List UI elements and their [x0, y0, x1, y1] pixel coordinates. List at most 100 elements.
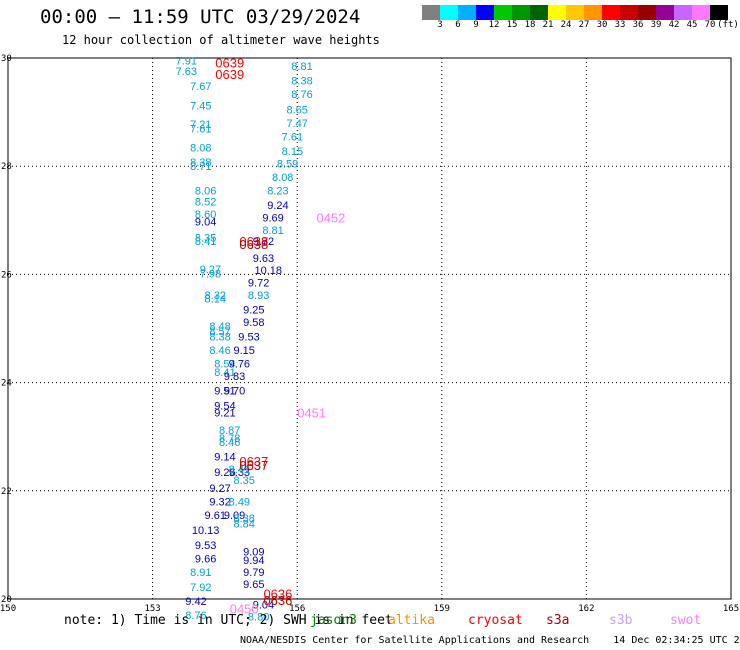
wave-height-point: 7.47 [286, 118, 307, 130]
wave-height-point: 9.69 [262, 213, 283, 225]
wave-height-point: 9.72 [253, 236, 274, 248]
legend-tick-label: 45 [686, 20, 698, 30]
wave-height-point: 8.23 [267, 186, 288, 198]
wave-height-point: 8.08 [272, 172, 293, 184]
wave-height-point: 9.42 [185, 596, 206, 608]
wave-height-point: 9.53 [238, 332, 259, 344]
wave-height-point: 8.15 [282, 146, 303, 158]
wave-height-point: 10.13 [192, 525, 220, 537]
track-time-label: 0636 [263, 587, 292, 602]
wave-height-point: 9.09 [243, 546, 264, 558]
legend-swatch [530, 5, 548, 20]
wave-height-point: 9.27 [200, 264, 221, 276]
wave-height-point: 8.87 [219, 425, 240, 437]
legend-swatch [422, 5, 440, 20]
wave-height-point: 8.81 [291, 61, 312, 73]
satellite-label-s3a: s3a [546, 613, 570, 628]
credit-footer: NOAA/NESDIS Center for Satellite Applica… [240, 635, 740, 646]
wave-height-point: 8.57 [209, 326, 230, 338]
x-tick-label: 153 [144, 604, 160, 614]
wave-height-point: 8.59 [277, 158, 298, 170]
track-time-label: 0450 [230, 602, 259, 617]
wave-height-point: 7.91 [176, 56, 197, 68]
legend-tick-label: 21 [542, 20, 554, 30]
x-tick-label: 162 [578, 604, 594, 614]
legend-swatch [494, 5, 512, 20]
wave-height-point: 9.63 [253, 253, 274, 265]
legend-tick-label: 30 [596, 20, 608, 30]
page-title: 00:00 – 11:59 UTC 03/29/2024 [40, 6, 361, 28]
legend-swatch [620, 5, 638, 20]
wave-height-point: 9.72 [248, 278, 269, 290]
wave-height-point: 8.38 [291, 76, 312, 88]
wave-height-point: 7.61 [190, 123, 211, 135]
wave-height-point: 9.27 [209, 483, 230, 495]
legend-tick-label: 39 [650, 20, 662, 30]
wave-height-point: 7.98 [200, 268, 221, 280]
legend-tick-label: 27 [578, 20, 590, 30]
wave-height-point: 8.48 [209, 321, 230, 333]
wave-height-point: 8.76 [185, 610, 206, 622]
wave-height-point: 9.04 [253, 599, 274, 611]
wave-height-point: 8.14 [205, 294, 226, 306]
legend-tick-label: (ft) [717, 20, 739, 30]
legend-tick-label: 33 [614, 20, 626, 30]
legend-swatch [548, 5, 566, 20]
x-tick-label: 165 [723, 604, 739, 614]
wave-height-point: 8.93 [248, 290, 269, 302]
legend-swatch [440, 5, 458, 20]
legend-swatch [458, 5, 476, 20]
wave-height-point: 9.26 [214, 467, 235, 479]
wave-height-point: 7.45 [190, 101, 211, 113]
wave-height-point: 8.08 [190, 142, 211, 154]
wave-height-point: 8.41 [229, 464, 250, 476]
track-time-label: 0638 [239, 237, 268, 252]
color-scale-ticks: 3 6 9 12 15 18 21 24 27 30 33 36 39 42 45 70 (ft) [422, 20, 740, 34]
legend-swatch [584, 5, 602, 20]
legend-swatch [566, 5, 584, 20]
satellite-label-swot: swot [670, 613, 702, 628]
wave-height-point: 9.61 [205, 510, 226, 522]
wave-height-point: 9.70 [224, 386, 245, 398]
wave-height-point: 8.35 [233, 475, 254, 487]
wave-height-point: 9.25 [243, 305, 264, 317]
wave-height-point: 8.54 [214, 359, 235, 371]
wave-height-point: 9.33 [229, 467, 250, 479]
legend-swatch [710, 5, 728, 20]
track-time-label: 0636 [263, 593, 292, 608]
wave-height-point: 9.04 [195, 216, 216, 228]
satellite-label-jason3: jason3 [310, 613, 357, 628]
wave-height-point: 8.84 [233, 518, 254, 530]
satellite-label-altika: altika [388, 613, 435, 628]
wave-height-point: 9.51 [214, 386, 235, 398]
wave-height-point: 8.35 [195, 233, 216, 245]
wave-height-point: 7.21 [190, 119, 211, 131]
wave-height-point: 9.24 [267, 200, 288, 212]
footnote: note: 1) Time is in UTC; 2) SWH is in fe… [64, 613, 393, 628]
satellite-label-s3b: s3b [609, 613, 633, 628]
wave-height-point: 8.38 [190, 157, 211, 169]
wave-height-point: 9.65 [243, 579, 264, 591]
wave-height-point: 8.71 [190, 161, 211, 173]
wave-height-point: 8.52 [195, 196, 216, 208]
wave-height-point: 8.46 [219, 437, 240, 449]
wave-height-point: 9.79 [243, 567, 264, 579]
wave-height-point: 9.21 [214, 407, 235, 419]
legend-tick-label: 42 [668, 20, 680, 30]
color-scale-legend [422, 5, 728, 20]
y-tick-label: 20 [1, 595, 12, 605]
x-tick-label: 159 [434, 604, 450, 614]
wave-height-point: 8.76 [291, 89, 312, 101]
track-time-label: 0451 [297, 405, 326, 420]
x-tick-label: 156 [289, 604, 305, 614]
track-time-label: 0452 [316, 211, 345, 226]
wave-height-point: 10.18 [255, 265, 283, 277]
wave-height-point: 9.32 [209, 497, 230, 509]
wave-height-point: 8.65 [286, 104, 307, 116]
legend-swatch [692, 5, 710, 20]
wave-height-point: 9.94 [243, 555, 264, 567]
track-time-label: 0637 [239, 454, 268, 469]
legend-tick-label: 3 [437, 20, 443, 30]
wave-height-point: 8.81 [262, 225, 283, 237]
